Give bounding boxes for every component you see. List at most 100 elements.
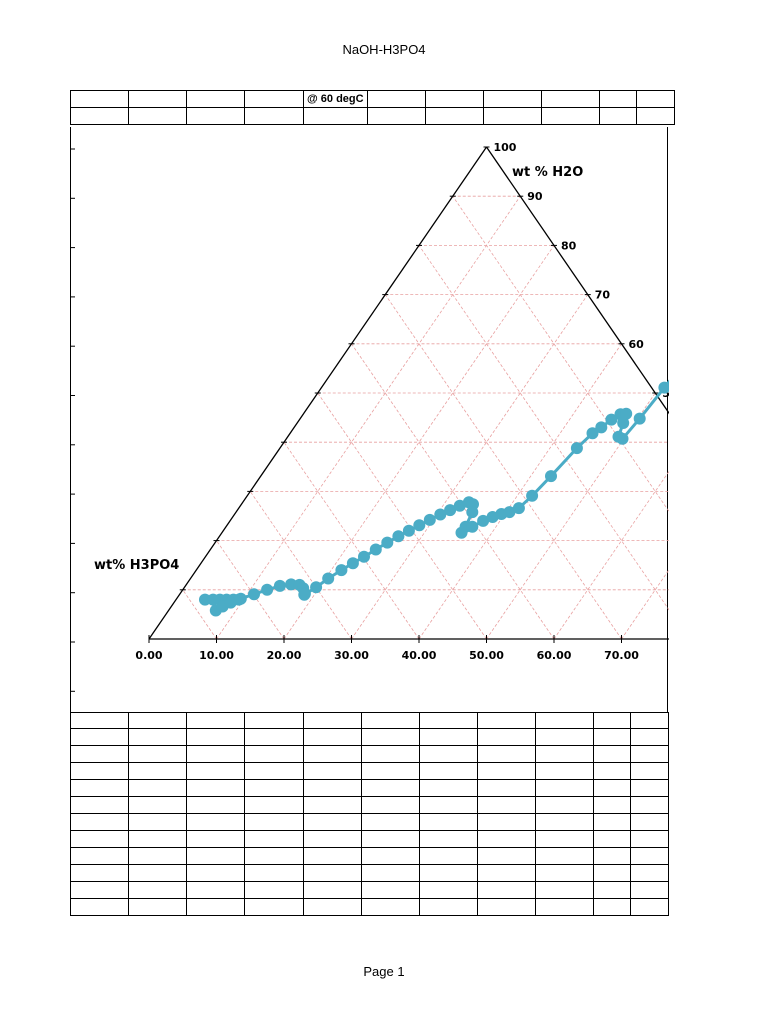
- grid-line-rising: [283, 245, 555, 640]
- ternary-chart: 0.00 10.00 20.00 30.00 40.00 50.00 60.00 70.00 8…: [71, 141, 669, 692]
- sheet-cell: [128, 728, 187, 746]
- sheet-cell: [424, 107, 484, 125]
- sheet-cell: [482, 107, 542, 125]
- sheet-cell: [540, 107, 600, 125]
- sheet-cell: [535, 881, 594, 899]
- sheet-cell: [244, 779, 304, 797]
- sheet-cell: [128, 107, 187, 125]
- data-point: [633, 412, 646, 425]
- sheet-cell: [70, 90, 129, 108]
- sheet-cell: [186, 796, 245, 814]
- sheet-cell: [186, 712, 245, 729]
- data-point: [617, 417, 630, 429]
- data-point: [413, 519, 426, 532]
- sheet-cell: [477, 779, 536, 797]
- page-title: NaOH-H3PO4: [342, 42, 426, 57]
- sheet-cell: [128, 762, 187, 780]
- sheet-cell: [630, 762, 669, 780]
- grid-line-rising: [351, 294, 589, 640]
- sheet-cell: [128, 898, 187, 916]
- bottom-sheet-row: [70, 881, 669, 899]
- page-footer: Page 1: [363, 964, 405, 979]
- data-point: [402, 524, 415, 537]
- bottom-sheet-row: [70, 864, 669, 882]
- sheet-cell: [419, 796, 478, 814]
- sheet-cell: [70, 796, 129, 814]
- sheet-cell: [535, 796, 594, 814]
- sheet-cell: [598, 107, 637, 125]
- sheet-cell: [186, 107, 245, 125]
- sheet-cell: [477, 813, 536, 831]
- data-point: [298, 588, 311, 601]
- sheet-cell: [244, 796, 304, 814]
- sheet-cell: [361, 745, 420, 763]
- sheet-cell: [361, 864, 420, 882]
- sheet-cell: [630, 779, 669, 797]
- right-tick-label: 60: [629, 338, 645, 351]
- sheet-cell: [477, 712, 536, 729]
- sheet-cell: [419, 830, 478, 848]
- sheet-cell: [128, 796, 187, 814]
- sheet-cell: [419, 779, 478, 797]
- sheet-cell: [593, 813, 631, 831]
- bottom-tick-label: 50.00: [469, 649, 504, 662]
- sheet-cell: [535, 728, 594, 746]
- right-tick-label: 90: [527, 190, 543, 203]
- sheet-cell: [635, 90, 675, 108]
- data-point: [310, 581, 323, 594]
- sheet-cell: [593, 728, 631, 746]
- sheet-cell: [244, 762, 304, 780]
- sheet-cell: [535, 830, 594, 848]
- bottom-sheet-row: [70, 813, 669, 831]
- sheet-cell: [593, 847, 631, 865]
- data-point: [512, 502, 525, 515]
- grid-line-falling: [384, 294, 622, 640]
- sheet-cell: [128, 847, 187, 865]
- sheet-cell: [593, 745, 631, 763]
- data-point: [605, 413, 618, 426]
- sheet-cell: [366, 90, 426, 108]
- data-point: [616, 432, 629, 445]
- sheet-cell: [186, 762, 245, 780]
- sheet-cell: [477, 898, 536, 916]
- sheet-cell: [593, 796, 631, 814]
- bottom-sheet-row: [70, 898, 669, 916]
- sheet-cell: [477, 881, 536, 899]
- sheet-cell: [70, 728, 129, 746]
- sheet-cell: [244, 728, 304, 746]
- bottom-sheet-row: [70, 779, 669, 797]
- series-line: [205, 379, 669, 612]
- sheet-cell: [128, 712, 187, 729]
- sheet-cell: [186, 830, 245, 848]
- sheet-cell: [635, 107, 675, 125]
- sheet-cell: [535, 745, 594, 763]
- bottom-sheet-row: [70, 728, 669, 746]
- sheet-cell: [630, 847, 669, 865]
- sheet-cell: [244, 90, 304, 108]
- bottom-tick-label: 70.00: [604, 649, 639, 662]
- tick-labels: 0.00 10.00 20.00 30.00 40.00 50.00 60.00 70.00 8…: [135, 141, 669, 662]
- sheet-cell: [70, 813, 129, 831]
- sheet-cell: [70, 898, 129, 916]
- data-point: [234, 592, 247, 605]
- sheet-cell: [70, 864, 129, 882]
- sheet-cell: [186, 779, 245, 797]
- sheet-cell: [70, 745, 129, 763]
- sheet-cell: [244, 864, 304, 882]
- sheet-cell: [477, 864, 536, 882]
- sheet-cell: [361, 712, 420, 729]
- data-point: [545, 470, 557, 483]
- sheet-cell: [244, 745, 304, 763]
- sheet-cell: [477, 728, 536, 746]
- sheet-cell: [630, 813, 669, 831]
- right-tick-label: 50: [662, 387, 669, 400]
- data-point: [261, 583, 274, 596]
- grid-line-falling: [452, 195, 669, 513]
- sheet-cell: [419, 762, 478, 780]
- bottom-tick-label: 20.00: [267, 649, 302, 662]
- sheet-cell: [186, 881, 245, 899]
- sheet-cell: [630, 881, 669, 899]
- sheet-cell: [630, 830, 669, 848]
- sheet-cell: [477, 745, 536, 763]
- sheet-cell: [70, 762, 129, 780]
